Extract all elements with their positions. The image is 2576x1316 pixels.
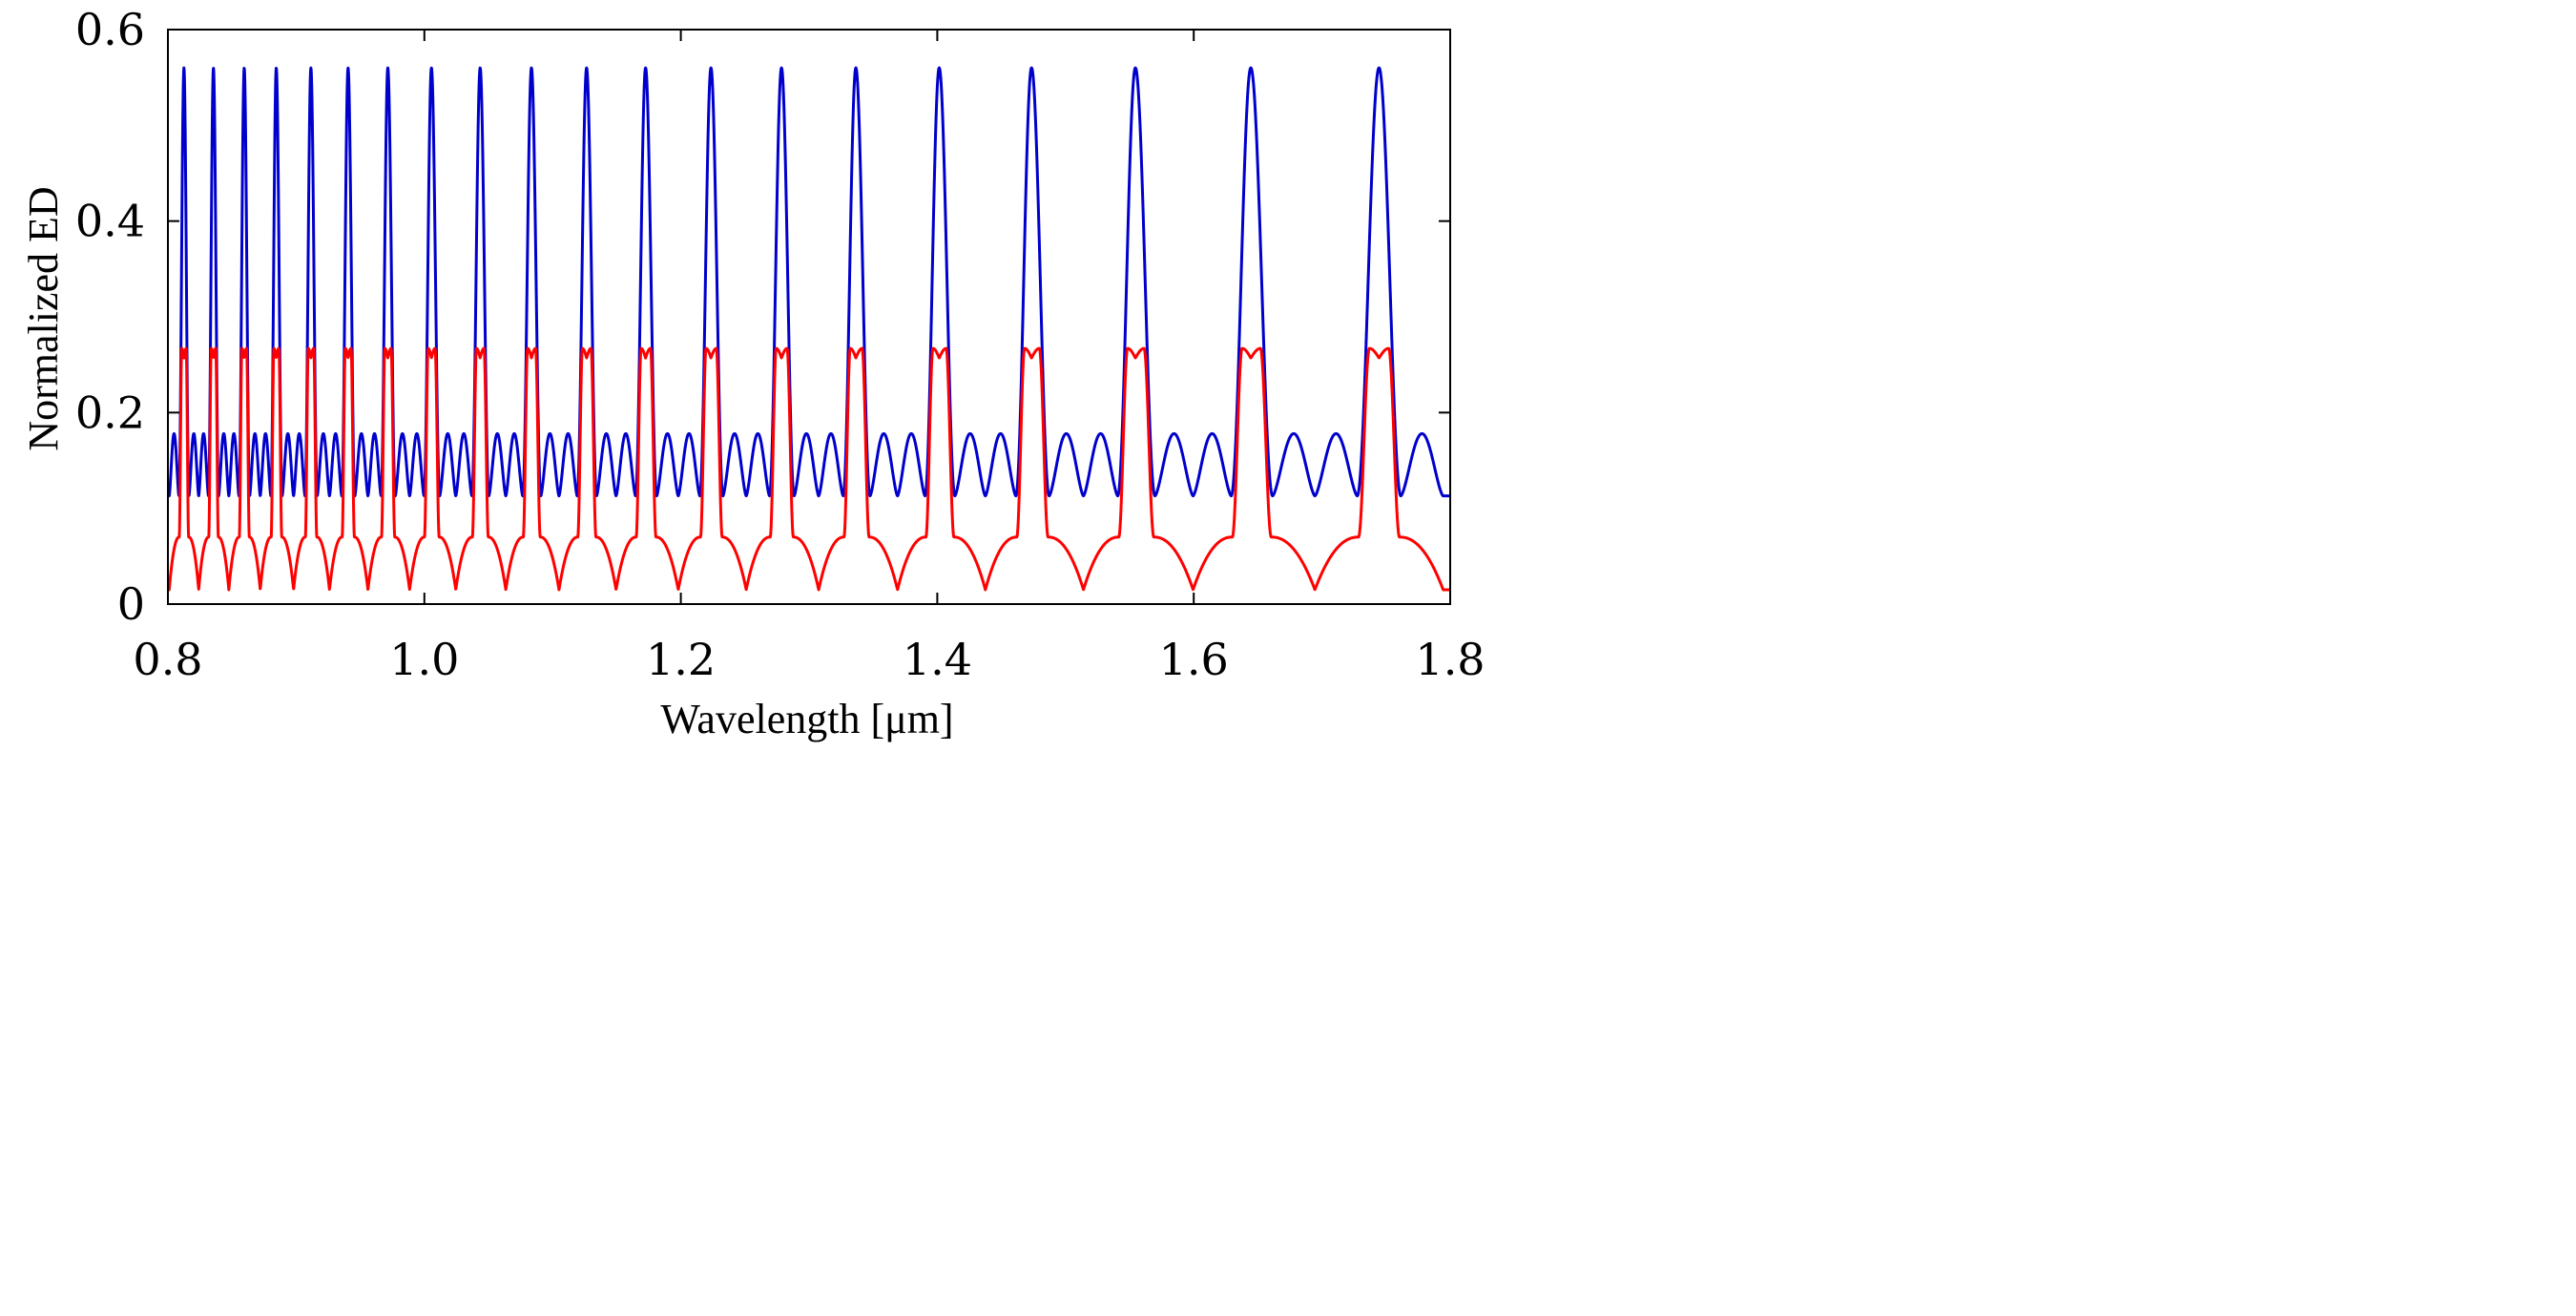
x-tick-label: 1.8 <box>1415 634 1485 685</box>
plot-frame <box>167 29 1451 605</box>
y-tick-label: 0.4 <box>75 196 145 247</box>
plot-background <box>168 30 1450 604</box>
x-axis-title: Wavelength [μm] <box>660 696 953 742</box>
y-tick-label: 0 <box>117 578 145 630</box>
chart: 0.8 1.0 1.2 1.4 1.6 1.8 0 0.2 0.4 0.6 Wavelength … <box>20 4 1485 742</box>
x-tick-label: 1.4 <box>903 634 972 685</box>
x-tick-label: 0.8 <box>133 634 202 685</box>
y-axis-title: Normalized ED <box>20 186 67 450</box>
y-tick-label: 0.2 <box>75 386 145 438</box>
axes-layer: 0.8 1.0 1.2 1.4 1.6 1.8 0 0.2 0.4 0.6 <box>75 4 1485 685</box>
series-line-red <box>166 346 1452 592</box>
x-tick-label: 1.2 <box>646 634 716 685</box>
plot-area <box>168 30 1450 604</box>
series-layer <box>166 66 1452 592</box>
y-tick-label: 0.6 <box>75 4 145 55</box>
x-tick-label: 1.6 <box>1159 634 1229 685</box>
x-tick-label: 1.0 <box>389 634 459 685</box>
